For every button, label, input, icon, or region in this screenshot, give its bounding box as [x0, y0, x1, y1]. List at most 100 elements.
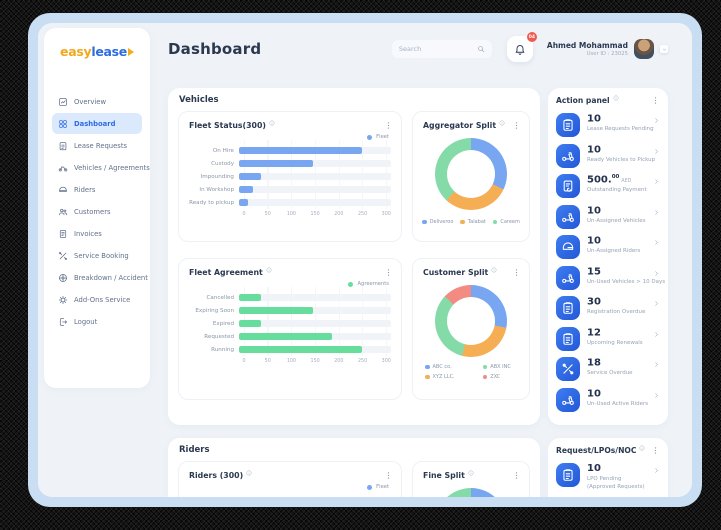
action-panel-item[interactable]: 30 Registration Overdue — [556, 296, 660, 320]
customer-donut-chart — [435, 285, 507, 357]
user-menu[interactable]: Ahmed Mohammad User ID : 23025 — [547, 39, 668, 59]
tools-icon — [556, 357, 580, 381]
bar-row: Custody — [187, 157, 391, 170]
chart-legend: Agreements — [179, 281, 401, 287]
info-icon[interactable] — [613, 95, 619, 101]
sidebar-item[interactable]: Breakdown / Accident — [52, 267, 148, 288]
request-panel-item[interactable]: 10 LPO Pending (Approved Requests) — [556, 463, 660, 490]
chart-title: Fine Split — [423, 471, 465, 480]
fine-donut-chart — [435, 488, 507, 497]
action-panel-item[interactable]: 12 Upcoming Renewals — [556, 326, 660, 351]
action-panel-item[interactable]: 500.00AED Outstanding Payment — [556, 174, 660, 198]
sidebar-item[interactable]: Service Booking — [52, 245, 142, 266]
axis-tick: 150 — [310, 359, 320, 364]
bar-label: Expiring Soon — [195, 307, 234, 314]
kebab-menu[interactable] — [384, 471, 393, 480]
header: Dashboard 04 Ahmed Mohammad User ID : 23… — [168, 31, 668, 67]
search-box[interactable] — [390, 39, 493, 59]
info-icon[interactable] — [491, 267, 497, 273]
bar — [239, 160, 313, 167]
sidebar: easylease Overview Dashboard — [44, 28, 150, 388]
kebab-menu[interactable] — [384, 121, 393, 130]
bar-track — [239, 147, 391, 154]
user-name: Ahmed Mohammad — [546, 41, 628, 50]
info-icon[interactable] — [266, 267, 272, 273]
request-item-text: 10 LPO Pending (Approved Requests) — [587, 463, 646, 491]
action-panel-item[interactable]: 15 Un-Used Vehicles > 10 Days — [556, 265, 665, 290]
chevron-right-icon — [653, 270, 660, 277]
legend-label: Fleet — [376, 484, 389, 490]
info-icon[interactable] — [246, 470, 252, 476]
axis-tick: 250 — [357, 212, 368, 217]
bar-label: Impounding — [200, 173, 234, 180]
sidebar-item[interactable]: Invoices — [52, 223, 142, 244]
notifications-button[interactable]: 04 — [506, 32, 537, 62]
chevron-down-icon[interactable] — [660, 45, 668, 53]
bar-row: Expired — [187, 317, 391, 330]
overview-icon — [58, 97, 68, 107]
scooter-icon — [556, 143, 580, 168]
bar — [239, 320, 262, 327]
action-item-label: Service Overdue — [587, 370, 633, 377]
bar-track — [239, 186, 391, 193]
logo-part-1: easy — [60, 44, 92, 59]
sidebar-item[interactable]: Overview — [52, 91, 142, 112]
chevron-right-icon — [653, 178, 660, 185]
bar-label: Ready to pickup — [189, 199, 234, 206]
user-info: Ahmed Mohammad User ID : 23025 — [547, 41, 628, 57]
kebab-menu[interactable] — [512, 268, 521, 277]
kebab-menu[interactable] — [651, 446, 660, 455]
action-panel-item[interactable]: 10 Lease Requests Pending — [556, 113, 660, 137]
sidebar-item[interactable]: Lease Requests — [52, 135, 142, 156]
sidebar-item[interactable]: Add-Ons Service — [52, 289, 142, 310]
action-item-text: 10 Un-Used Active Riders — [587, 388, 648, 407]
info-icon[interactable] — [269, 120, 275, 126]
legend-item: Deliveroo — [422, 219, 453, 225]
search-input[interactable] — [398, 45, 473, 53]
info-icon[interactable] — [468, 470, 474, 476]
bar-track — [239, 333, 391, 340]
sidebar-item-label: Customers — [74, 207, 111, 216]
sidebar-item-label: Invoices — [74, 229, 102, 238]
sidebar-item[interactable]: Riders — [52, 179, 142, 200]
action-item-value: 10 — [587, 204, 601, 216]
action-panel-item[interactable]: 10 Un-Used Active Riders — [556, 387, 660, 412]
action-panel-item[interactable]: 10 Un-Assigned Riders — [556, 235, 660, 259]
legend-label: ABX INC — [490, 364, 511, 370]
sidebar-item-label: Dashboard — [74, 119, 116, 128]
fleet-agreement-card: Fleet Agreement Agreements Cancelled — [178, 258, 402, 400]
kebab-menu[interactable] — [384, 268, 393, 277]
sidebar-item-label: Overview — [74, 97, 106, 106]
helmet-icon — [556, 235, 580, 259]
axis-tick: 150 — [310, 212, 320, 217]
kebab-menu[interactable] — [651, 96, 660, 105]
axis-tick: 0 — [242, 212, 246, 217]
sidebar-item[interactable]: Customers — [52, 201, 142, 222]
action-panel-item[interactable]: 10 Ready Vehicles to Pickup — [556, 143, 660, 168]
scooter-icon — [556, 387, 580, 412]
customer-split-card: Customer Split ABC co. XYZ LLC. ABX INC — [412, 258, 530, 400]
action-panel-item[interactable]: 10 Un-Assigned Vehicles — [556, 204, 660, 229]
sidebar-item[interactable]: Dashboard — [52, 113, 142, 134]
app-window-frame: easylease Overview Dashboard — [28, 13, 702, 507]
action-item-text: 10 Lease Requests Pending — [587, 113, 654, 133]
vehicles-section: Vehicles Fleet Status(300) Fleet — [168, 88, 540, 425]
scooter-icon — [556, 204, 580, 229]
fine-split-card: Fine Split — [412, 461, 530, 497]
info-icon[interactable] — [639, 445, 645, 451]
kebab-menu[interactable] — [512, 121, 521, 130]
bar — [239, 186, 253, 193]
sidebar-item[interactable]: Logout — [52, 311, 142, 332]
sidebar-menu: Overview Dashboard Lease Requests — [52, 91, 150, 332]
sidebar-item-label: Breakdown / Accident — [74, 273, 148, 282]
x-axis: 0 50 100 150 200 250 300 — [242, 212, 391, 221]
action-panel-item[interactable]: 18 Service Overdue — [556, 357, 660, 381]
legend-item: Talabat — [460, 219, 486, 225]
kebab-menu[interactable] — [512, 471, 521, 480]
info-icon[interactable] — [499, 120, 505, 126]
action-item-text: 500.00AED Outstanding Payment — [587, 174, 647, 193]
action-item-text: 12 Upcoming Renewals — [587, 327, 646, 346]
chevron-right-icon — [653, 331, 660, 338]
sidebar-item[interactable]: Vehicles / Agreements — [52, 157, 150, 178]
